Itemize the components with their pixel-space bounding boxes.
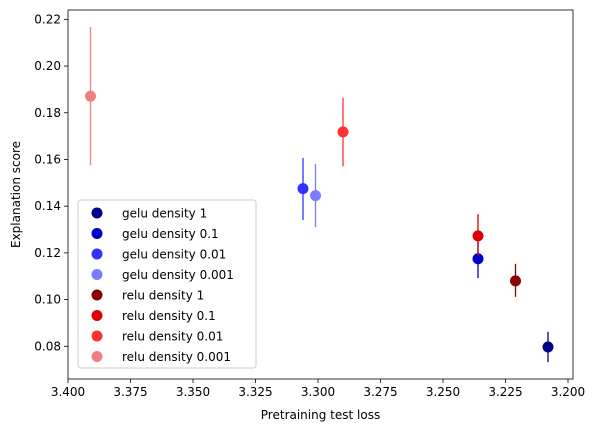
x-tick-label: 3.375 (113, 385, 147, 399)
legend-label: relu density 0.001 (122, 350, 231, 364)
legend-label: relu density 0.01 (122, 330, 223, 344)
legend-label: gelu density 0.001 (122, 268, 234, 282)
legend-marker (91, 269, 103, 280)
legend-marker (91, 351, 103, 362)
x-axis-label: Pretraining test loss (261, 408, 380, 422)
data-point (297, 183, 309, 195)
y-tick-label: 0.20 (34, 59, 61, 73)
legend-box (77, 199, 257, 369)
x-tick-label: 3.300 (301, 385, 335, 399)
data-point (85, 90, 96, 102)
legend-marker (91, 228, 103, 239)
legend-label: relu density 1 (122, 289, 204, 303)
legend-label: gelu density 0.01 (122, 248, 226, 262)
y-tick-label: 0.12 (34, 246, 61, 260)
data-point (472, 253, 484, 265)
data-point (510, 275, 521, 287)
x-tick-label: 3.200 (551, 385, 585, 399)
legend-marker (91, 330, 103, 342)
data-point (310, 190, 321, 202)
legend: gelu density 1 gelu density 0.1 gelu densi… (77, 199, 257, 369)
legend-label: relu density 0.1 (122, 309, 216, 323)
data-marks (85, 27, 554, 363)
data-point (472, 230, 484, 242)
legend-marker (91, 310, 103, 321)
data-point (542, 341, 554, 353)
x-tick-label: 3.400 (51, 385, 85, 399)
x-tick-label: 3.250 (426, 385, 460, 399)
y-tick-label: 0.14 (34, 199, 61, 213)
data-point (337, 126, 349, 138)
y-tick-label: 0.08 (34, 339, 61, 353)
legend-marker (91, 207, 103, 219)
y-tick-label: 0.22 (34, 12, 61, 26)
axes-frame (67, 9, 574, 380)
legend-label: gelu density 0.1 (122, 227, 219, 241)
y-axis-label: Explanation score (9, 141, 23, 248)
y-tick-label: 0.10 (34, 293, 61, 307)
x-axis-ticks: 3.400 3.375 3.350 3.325 3.300 3.275 3.250 3.225… (51, 379, 585, 399)
legend-label: gelu density 1 (122, 207, 207, 221)
x-tick-label: 3.350 (176, 385, 210, 399)
x-tick-label: 3.225 (488, 385, 522, 399)
x-tick-label: 3.325 (238, 385, 272, 399)
y-axis-ticks: 0.08 0.10 0.12 0.14 0.16 0.18 0.20 0.22 (34, 12, 68, 353)
y-tick-label: 0.18 (34, 106, 61, 120)
x-tick-label: 3.275 (363, 385, 397, 399)
legend-marker (91, 248, 103, 260)
y-tick-label: 0.16 (34, 152, 61, 166)
legend-marker (91, 289, 103, 301)
